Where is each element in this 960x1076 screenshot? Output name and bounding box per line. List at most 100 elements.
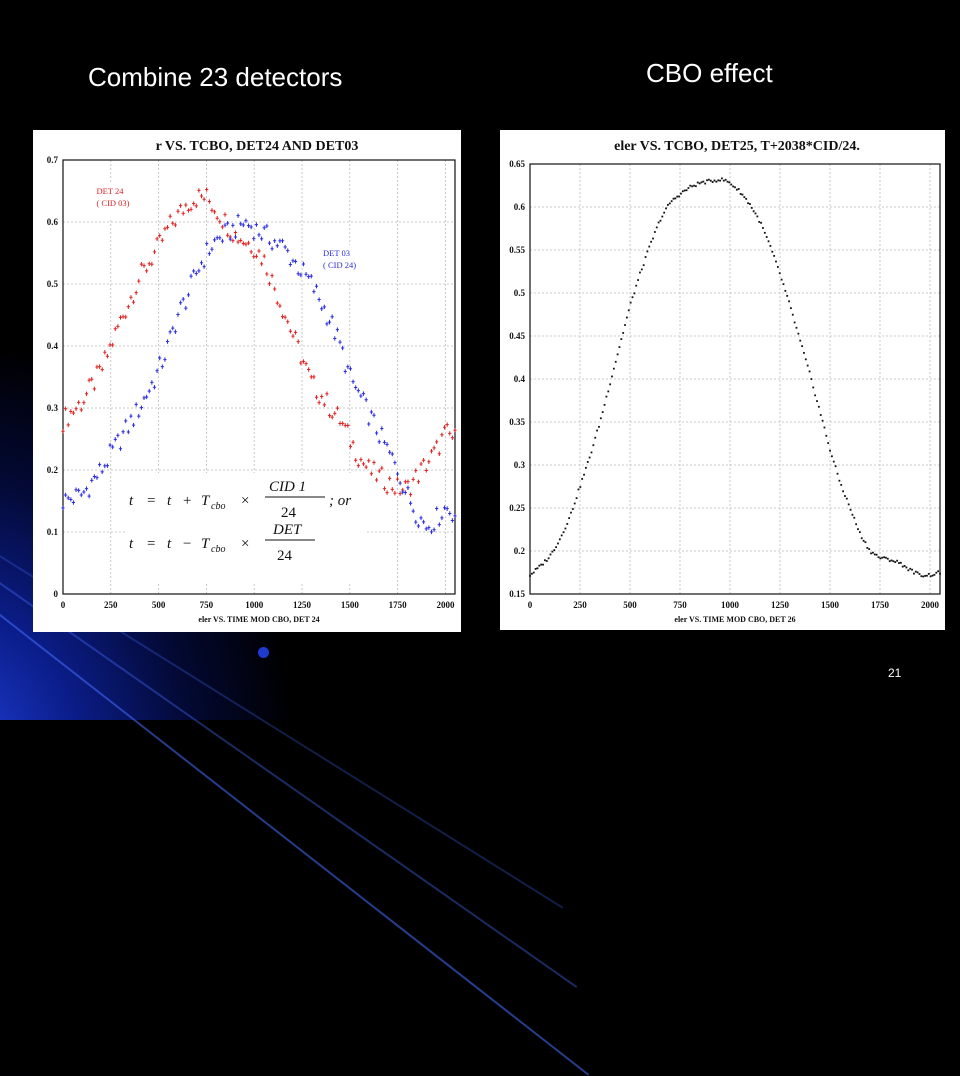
data-point	[103, 350, 107, 355]
data-point	[448, 511, 452, 516]
data-point	[152, 249, 157, 255]
data-point	[275, 243, 279, 248]
data-point	[564, 527, 567, 530]
data-point	[685, 189, 688, 192]
formula-2-den: 24	[277, 548, 293, 564]
data-point	[346, 423, 350, 428]
data-point	[165, 339, 170, 344]
data-point	[834, 465, 837, 468]
data-point	[767, 240, 770, 243]
data-point	[137, 413, 141, 419]
data-point	[395, 471, 400, 477]
y-tick-label: 0.15	[509, 589, 525, 599]
data-point	[544, 559, 546, 562]
data-point	[168, 214, 172, 219]
data-point	[453, 513, 457, 519]
data-point	[359, 393, 363, 399]
data-point	[790, 307, 792, 310]
data-point	[382, 440, 387, 445]
data-point	[678, 195, 680, 198]
data-point	[108, 442, 112, 448]
plot-frame	[529, 163, 941, 595]
data-point	[124, 418, 128, 424]
left-heading: Combine 23 detectors	[88, 62, 343, 92]
data-point	[388, 476, 392, 481]
data-point	[385, 442, 389, 447]
data-point	[745, 197, 748, 200]
data-point	[529, 574, 531, 577]
y-tick-label: 0.1	[47, 527, 59, 537]
data-point	[448, 431, 452, 436]
data-point	[575, 497, 578, 500]
data-point	[207, 251, 211, 256]
data-point	[924, 574, 926, 577]
data-point	[855, 523, 858, 526]
data-point	[176, 209, 180, 214]
data-point	[672, 197, 675, 200]
data-point	[659, 219, 662, 222]
data-point	[635, 284, 638, 287]
data-point	[422, 458, 426, 463]
formula-1-den: 24	[281, 505, 297, 521]
data-point	[325, 321, 329, 327]
data-point	[540, 563, 543, 566]
data-point	[665, 207, 667, 210]
data-point	[827, 442, 830, 444]
data-point	[354, 458, 358, 463]
data-point	[194, 203, 198, 209]
data-point	[644, 256, 647, 258]
data-point	[333, 336, 337, 341]
data-point	[147, 388, 151, 394]
data-point	[568, 517, 571, 520]
data-point	[205, 187, 209, 192]
data-point	[804, 358, 807, 361]
data-point	[667, 203, 669, 206]
data-point	[618, 346, 621, 348]
data-point	[814, 394, 817, 397]
data-point	[66, 495, 70, 501]
formula-box	[125, 473, 365, 583]
data-point	[849, 508, 852, 511]
data-point	[599, 417, 602, 420]
data-point	[749, 203, 751, 205]
data-point	[899, 561, 902, 564]
data-point	[314, 395, 319, 400]
data-point	[317, 400, 321, 405]
data-point	[257, 248, 261, 254]
data-point	[158, 355, 162, 361]
data-point	[314, 283, 319, 289]
data-point	[920, 575, 923, 578]
data-point	[406, 479, 410, 484]
formula-2-num: DET	[272, 522, 303, 538]
formula-2-lhs: t	[129, 536, 134, 552]
formula-2-sub: cbo	[211, 544, 225, 555]
data-point	[624, 324, 626, 326]
data-point	[784, 289, 787, 292]
data-point	[377, 439, 381, 444]
data-point	[831, 455, 833, 458]
data-point	[806, 364, 809, 367]
data-point	[192, 201, 196, 206]
bullet-dot	[258, 647, 269, 658]
data-point	[66, 422, 70, 428]
data-point	[395, 476, 400, 482]
data-point	[197, 268, 201, 274]
data-point	[803, 351, 805, 354]
data-point	[364, 397, 368, 402]
data-point	[346, 364, 350, 369]
data-point	[398, 480, 402, 486]
data-point	[795, 326, 798, 329]
data-point	[547, 557, 550, 560]
data-point	[631, 296, 634, 299]
data-point	[95, 475, 99, 480]
data-point	[210, 247, 214, 252]
data-point	[713, 179, 716, 182]
annotation-box	[317, 245, 368, 282]
data-point	[885, 556, 887, 559]
data-point	[652, 237, 654, 240]
data-point	[416, 479, 421, 484]
data-point	[160, 238, 164, 243]
data-point	[257, 232, 261, 238]
data-point	[262, 225, 266, 230]
data-point	[840, 484, 843, 486]
